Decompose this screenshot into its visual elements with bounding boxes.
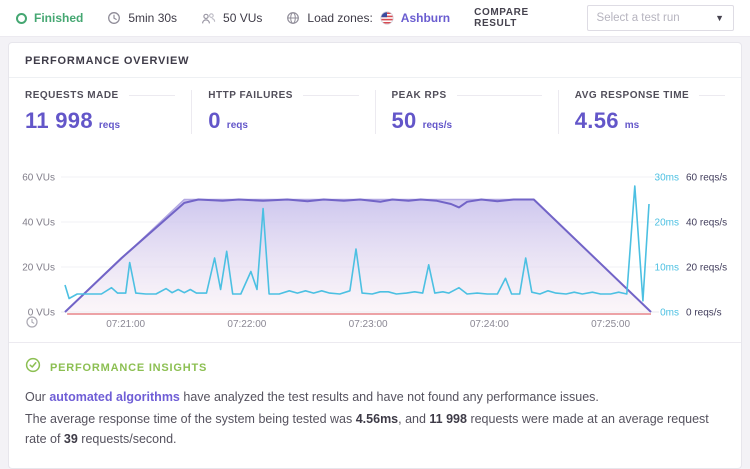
- metric-label: HTTP FAILURES: [208, 90, 293, 101]
- svg-text:40 reqs/s: 40 reqs/s: [686, 218, 727, 229]
- load-zones-label: Load zones:: [307, 11, 373, 25]
- svg-text:10ms: 10ms: [655, 263, 679, 274]
- test-duration: 5min 30s: [107, 11, 177, 25]
- metric-label: PEAK RPS: [391, 90, 447, 101]
- avg-rate-value: 39: [63, 432, 78, 446]
- text: have analyzed the test results and have …: [179, 390, 599, 404]
- text: Our: [25, 390, 50, 404]
- us-flag-icon: [380, 11, 394, 25]
- insights-line-2: The average response time of the system …: [25, 409, 725, 450]
- metric-value: 11 998: [25, 108, 93, 133]
- status-label: Finished: [34, 11, 84, 25]
- test-run-select[interactable]: Select a test run ▼: [586, 5, 734, 31]
- svg-text:0 VUs: 0 VUs: [28, 308, 55, 319]
- automated-algorithms-link[interactable]: automated algorithms: [49, 390, 180, 404]
- text: , and: [398, 411, 430, 426]
- status-finished: Finished: [16, 11, 83, 25]
- metric-rule: [456, 95, 542, 96]
- page-title: PERFORMANCE OVERVIEW: [25, 55, 190, 67]
- metric-rule: [699, 95, 725, 96]
- response-time-line: [64, 185, 650, 302]
- metric-rule: [302, 95, 359, 96]
- svg-text:07:22:00: 07:22:00: [227, 319, 266, 330]
- svg-text:0 reqs/s: 0 reqs/s: [686, 308, 722, 319]
- metric-unit: reqs/s: [422, 120, 453, 131]
- metric-label: REQUESTS MADE: [25, 90, 119, 101]
- metric-http-failures: HTTP FAILURES 0 reqs: [191, 90, 374, 134]
- chevron-down-icon: ▼: [715, 13, 724, 23]
- clock-icon: [26, 316, 38, 328]
- users-icon: [201, 12, 216, 25]
- metric-label: AVG RESPONSE TIME: [574, 90, 690, 101]
- load-zones: Load zones: Ashburn: [286, 11, 450, 25]
- vus-area: [65, 199, 651, 312]
- insights-title: PERFORMANCE INSIGHTS: [50, 361, 208, 374]
- svg-text:07:25:00: 07:25:00: [591, 319, 630, 330]
- vus-label: 50 VUs: [223, 11, 263, 25]
- metric-unit: reqs: [226, 120, 248, 131]
- globe-icon: [286, 11, 300, 25]
- metric-avg-response-time: AVG RESPONSE TIME 4.56 ms: [557, 90, 741, 134]
- insights-line-1: Our automated algorithms have analyzed t…: [25, 387, 725, 408]
- performance-insights: PERFORMANCE INSIGHTS Our automated algor…: [9, 342, 741, 468]
- metric-value: 50: [391, 108, 417, 133]
- metric-requests-made: REQUESTS MADE 11 998 reqs: [9, 90, 191, 134]
- avg-response-value: 4.56ms: [355, 411, 399, 426]
- metric-unit: ms: [624, 120, 640, 131]
- test-vus: 50 VUs: [201, 11, 262, 25]
- performance-overview-card: PERFORMANCE OVERVIEW REQUESTS MADE 11 99…: [8, 42, 742, 469]
- check-circle-icon: [25, 357, 41, 378]
- svg-text:30ms: 30ms: [655, 173, 679, 184]
- select-placeholder: Select a test run: [596, 12, 680, 24]
- compare-result-label: COMPARE RESULT: [474, 7, 529, 29]
- card-header: PERFORMANCE OVERVIEW: [9, 43, 741, 78]
- requests-count-value: 11 998: [429, 411, 467, 426]
- metrics-row: REQUESTS MADE 11 998 reqs HTTP FAILURES …: [9, 78, 741, 138]
- performance-chart[interactable]: 0 VUs 0ms 0 reqs/s 20 VUs 10ms 20 reqs/s 40 VU…: [9, 138, 741, 340]
- metric-value: 0: [208, 108, 221, 133]
- duration-label: 5min 30s: [128, 11, 178, 25]
- svg-text:0ms: 0ms: [660, 308, 679, 319]
- chart-svg: 0 VUs 0ms 0 reqs/s 20 VUs 10ms 20 reqs/s 40 VU…: [22, 173, 727, 331]
- metric-rule: [128, 95, 176, 96]
- clock-icon: [107, 11, 121, 25]
- text: The average response time of the system …: [25, 411, 356, 426]
- load-zone-ashburn[interactable]: Ashburn: [400, 11, 451, 25]
- svg-text:07:23:00: 07:23:00: [349, 319, 388, 330]
- svg-text:40 VUs: 40 VUs: [22, 218, 55, 229]
- svg-text:07:21:00: 07:21:00: [106, 319, 145, 330]
- svg-text:20 VUs: 20 VUs: [22, 263, 55, 274]
- text: requests/second.: [77, 432, 177, 446]
- test-status-bar: Finished 5min 30s 50 VUs Load zones:: [0, 0, 750, 37]
- status-finished-icon: [16, 12, 27, 24]
- request-rate-line: [64, 198, 652, 313]
- svg-text:20 reqs/s: 20 reqs/s: [686, 263, 727, 274]
- metric-value: 4.56: [574, 108, 619, 133]
- metric-peak-rps: PEAK RPS 50 reqs/s: [374, 90, 558, 134]
- svg-text:60 reqs/s: 60 reqs/s: [686, 173, 727, 184]
- svg-text:20ms: 20ms: [655, 218, 679, 229]
- metric-unit: reqs: [98, 120, 121, 131]
- svg-text:07:24:00: 07:24:00: [470, 319, 509, 330]
- svg-text:60 VUs: 60 VUs: [22, 173, 55, 184]
